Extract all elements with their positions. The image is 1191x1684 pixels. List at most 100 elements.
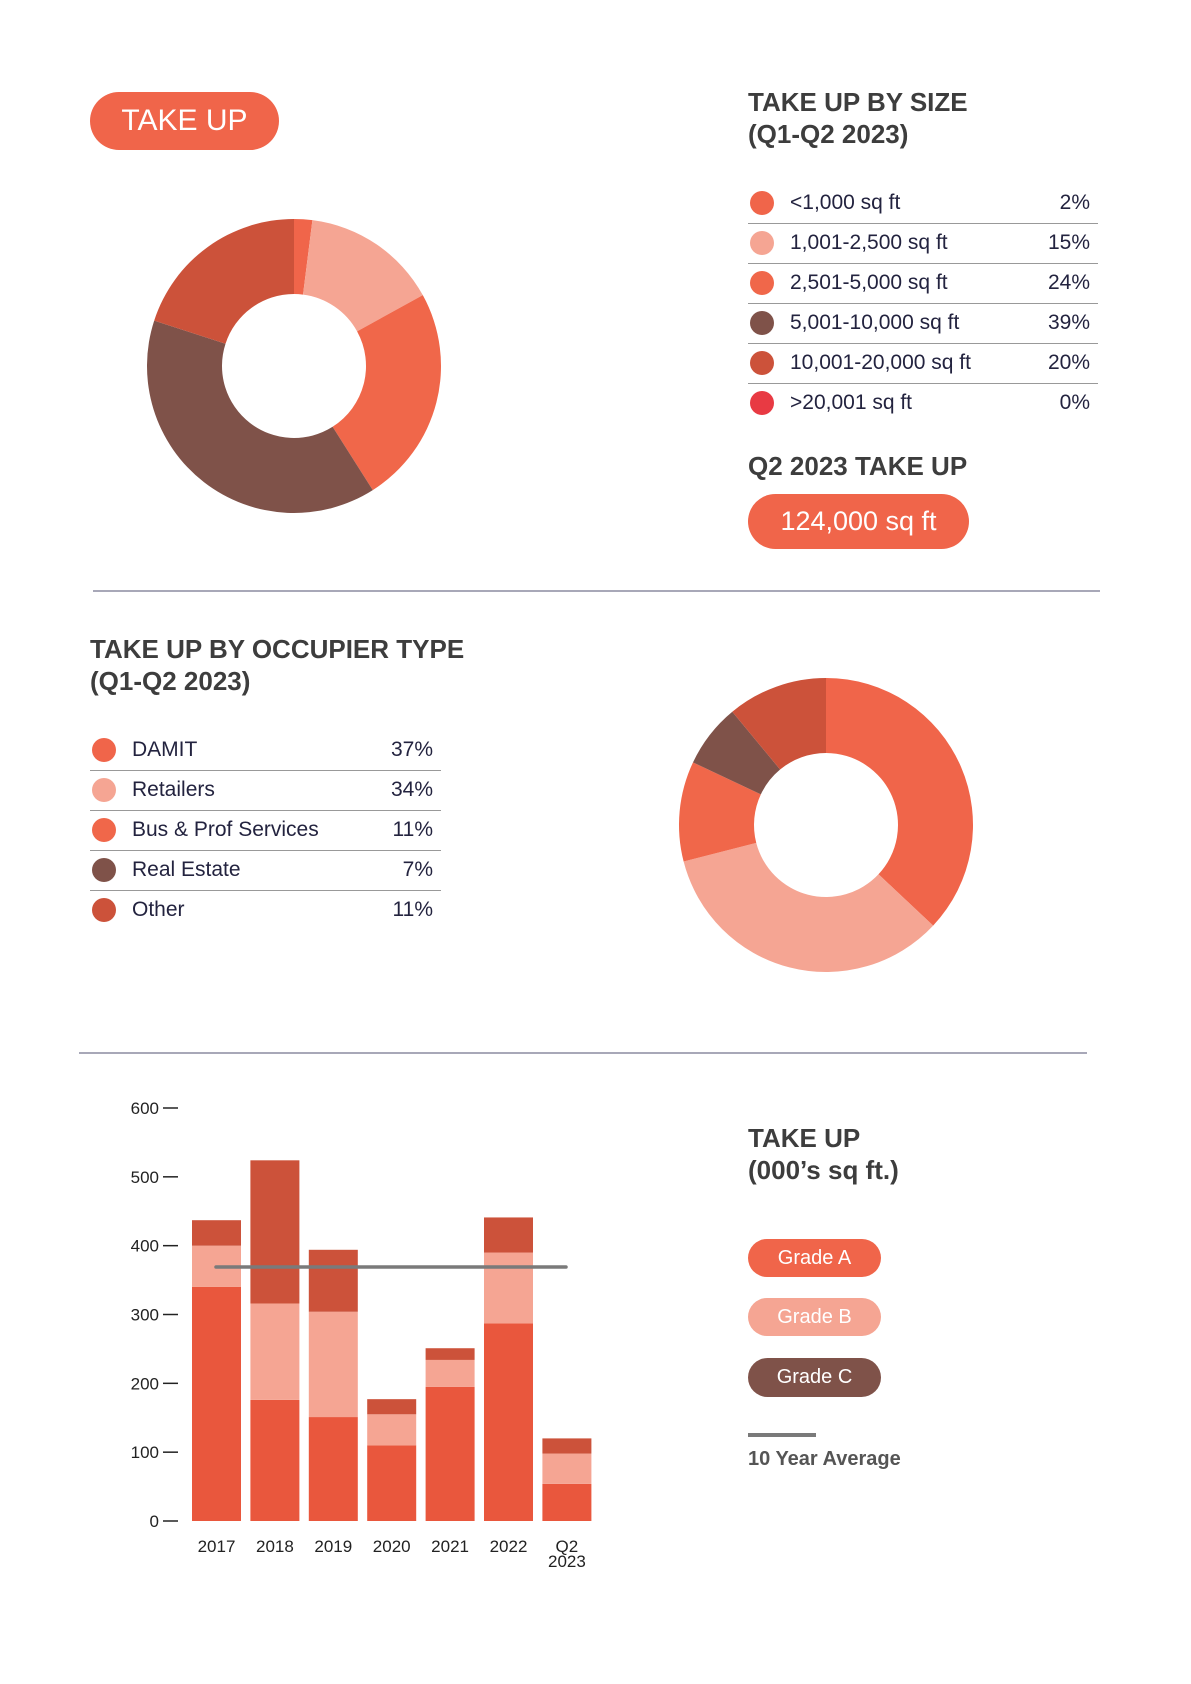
bar-grade-b-2020 <box>367 1414 417 1446</box>
legend-label: 2,501-5,000 sq ft <box>790 271 948 294</box>
legend-label: <1,000 sq ft <box>790 191 901 214</box>
legend-row: Retailers 34% <box>90 770 441 811</box>
x-tick-label: 2018 <box>256 1537 294 1556</box>
legend-label: Bus & Prof Services <box>132 818 319 841</box>
bar-grade-b-2018 <box>250 1303 300 1400</box>
y-tick-label: 500 <box>131 1168 159 1187</box>
legend-row: >20,001 sq ft 0% <box>748 383 1098 423</box>
size-title-line2: (Q1-Q2 2023) <box>748 119 909 149</box>
legend-row: 2,501-5,000 sq ft 24% <box>748 263 1098 304</box>
donut-slice-2-501-5-000-sq-ft <box>332 295 441 491</box>
legend-row: <1,000 sq ft 2% <box>748 183 1098 224</box>
donut-slice-damit <box>826 678 973 926</box>
divider <box>79 1052 1087 1054</box>
legend-dot-icon <box>750 311 774 335</box>
x-tick-label: 2022 <box>490 1537 528 1556</box>
legend-dot-icon <box>750 231 774 255</box>
donut-slice--1-000-sq-ft <box>294 219 313 295</box>
bar-grade-a-2019 <box>308 1417 358 1521</box>
donut-slice-bus-prof-services <box>679 762 761 862</box>
legend-row: Bus & Prof Services 11% <box>90 810 441 851</box>
legend-label: Real Estate <box>132 858 241 881</box>
size-title-line1: TAKE UP BY SIZE <box>748 87 968 117</box>
legend-label: 1,001-2,500 sq ft <box>790 231 948 254</box>
legend-value: 0% <box>1059 391 1090 414</box>
y-tick-label: 600 <box>131 1099 159 1118</box>
size-title: TAKE UP BY SIZE (Q1-Q2 2023) <box>748 86 968 150</box>
legend-value: 37% <box>390 738 433 761</box>
legend-row: 10,001-20,000 sq ft 20% <box>748 343 1098 384</box>
donut-slice-real-estate <box>692 711 781 795</box>
bar-grade-a-q2-2023 <box>542 1483 592 1521</box>
legend-row: DAMIT 37% <box>90 730 441 771</box>
y-tick-label: 300 <box>131 1306 159 1325</box>
x-tick-label: 2017 <box>198 1537 236 1556</box>
grade-b-legend: Grade B <box>748 1298 881 1336</box>
donut-slice-10-001-20-000-sq-ft <box>154 219 294 344</box>
legend-value: 34% <box>390 778 433 801</box>
legend-value: 7% <box>402 858 433 881</box>
bar-grade-c-2017 <box>192 1220 241 1246</box>
legend-value: 15% <box>1047 231 1090 254</box>
y-tick-label: 400 <box>131 1237 159 1256</box>
x-tick-label: 2020 <box>373 1537 411 1556</box>
bar-legend-title-line1: TAKE UP <box>748 1123 861 1153</box>
legend-value: 2% <box>1059 191 1090 214</box>
bar-grade-a-2022 <box>484 1323 533 1521</box>
bar-grade-c-2018 <box>250 1160 300 1304</box>
legend-label: Retailers <box>132 778 215 801</box>
legend-label: 5,001-10,000 sq ft <box>790 311 960 334</box>
bar-grade-b-2021 <box>425 1359 475 1387</box>
occupier-title-line2: (Q1-Q2 2023) <box>90 666 251 696</box>
legend-label: 10,001-20,000 sq ft <box>790 351 971 374</box>
divider <box>93 590 1100 592</box>
occupier-title: TAKE UP BY OCCUPIER TYPE (Q1-Q2 2023) <box>90 633 464 697</box>
legend-row: Real Estate 7% <box>90 850 441 891</box>
legend-dot-icon <box>92 778 116 802</box>
legend-dot-icon <box>92 818 116 842</box>
legend-dot-icon <box>750 351 774 375</box>
take-up-bar-chart: 0 100 200 300 400 500 600 2017 2018 2019 2020 2021 2… <box>131 1099 592 1571</box>
occupier-donut-chart <box>679 678 973 972</box>
grade-c-legend: Grade C <box>748 1358 881 1397</box>
y-tick-label: 200 <box>131 1374 159 1393</box>
bar-grade-c-2021 <box>425 1348 475 1360</box>
legend-value: 11% <box>392 898 433 921</box>
bar-grade-c-2020 <box>367 1399 417 1415</box>
bar-grade-a-2021 <box>425 1386 475 1521</box>
legend-row: 1,001-2,500 sq ft 15% <box>748 223 1098 264</box>
legend-value: 20% <box>1047 351 1090 374</box>
legend-dot-icon <box>92 858 116 882</box>
x-tick-label: 2021 <box>431 1537 469 1556</box>
take-up-badge: TAKE UP <box>90 92 279 150</box>
q2-take-up-value: 124,000 sq ft <box>748 494 969 549</box>
donut-slice-retailers <box>683 842 934 972</box>
bar-grade-c-2019 <box>308 1249 358 1312</box>
average-line-swatch <box>748 1433 816 1437</box>
bar-grade-a-2018 <box>250 1399 300 1521</box>
donut-slice-5-001-10-000-sq-ft <box>146 320 373 513</box>
donut-slice-other <box>732 678 826 770</box>
legend-dot-icon <box>750 271 774 295</box>
bar-grade-a-2020 <box>367 1445 417 1521</box>
bar-legend-title-line2: (000’s sq ft.) <box>748 1155 899 1185</box>
legend-value: 24% <box>1047 271 1090 294</box>
legend-row: 5,001-10,000 sq ft 39% <box>748 303 1098 344</box>
bar-grade-b-2022 <box>484 1252 533 1324</box>
q2-take-up-title: Q2 2023 TAKE UP <box>748 451 968 481</box>
grade-a-legend: Grade A <box>748 1239 881 1277</box>
legend-label: Other <box>132 898 185 921</box>
legend-value: 11% <box>392 818 433 841</box>
average-legend-label: 10 Year Average <box>748 1448 901 1470</box>
donut-slice-1-001-2-500-sq-ft <box>303 220 423 332</box>
x-tick-label: 2019 <box>314 1537 352 1556</box>
bar-grade-c-2022 <box>484 1217 533 1253</box>
legend-value: 39% <box>1047 311 1090 334</box>
legend-dot-icon <box>750 191 774 215</box>
legend-dot-icon <box>92 898 116 922</box>
size-donut-chart <box>146 219 441 513</box>
legend-label: DAMIT <box>132 738 198 761</box>
legend-dot-icon <box>92 738 116 762</box>
bar-legend-title: TAKE UP (000’s sq ft.) <box>748 1122 899 1186</box>
